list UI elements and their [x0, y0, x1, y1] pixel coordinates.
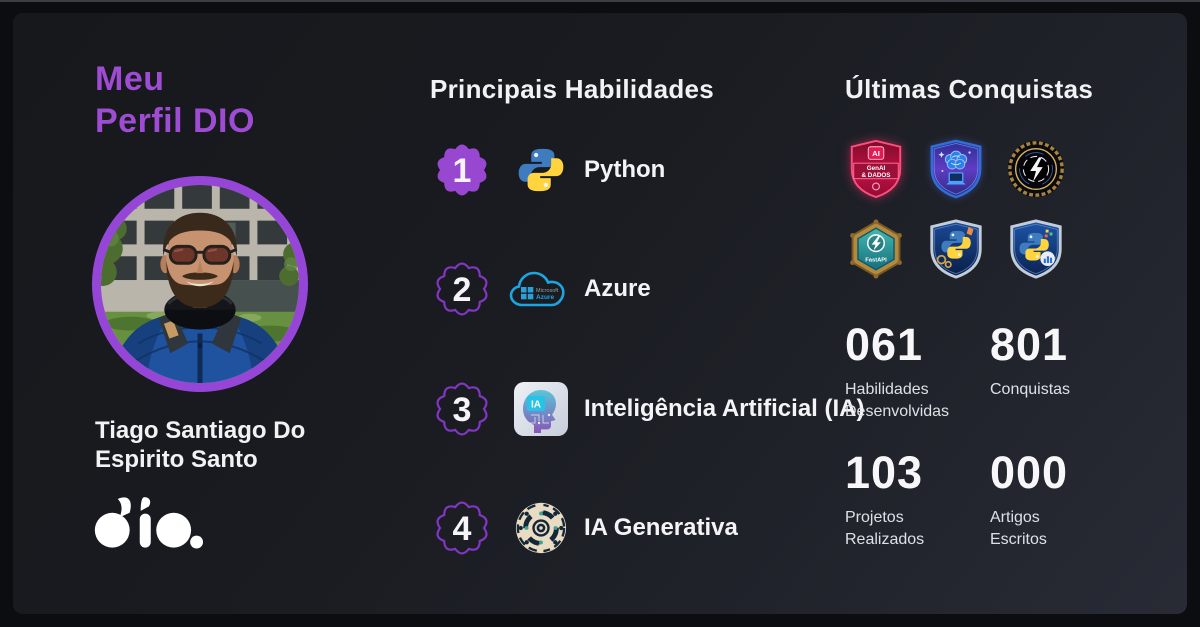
- stat-conquistas: 801 Conquistas: [990, 320, 1135, 401]
- top-edge-highlight: [0, 0, 1200, 2]
- stat-value: 103: [845, 447, 924, 498]
- stat-value: 000: [990, 447, 1069, 498]
- stat-projetos: 103 Projetos Realizados: [845, 448, 990, 551]
- conquests-heading: Últimas Conquistas: [845, 74, 1094, 104]
- skill-row-inteligencia-artificial: 3 IA Inteligência Artificial (IA): [430, 375, 865, 443]
- svg-text:FastAPI: FastAPI: [865, 258, 887, 264]
- stat-habilidades: 061 Habilidades Desenvolvidas: [845, 320, 990, 423]
- skill-row-python: 1 Python: [430, 136, 665, 204]
- skill-label: IA Generativa: [584, 514, 738, 541]
- azure-icon: Microsoft Azure: [506, 266, 576, 312]
- stat-value: 061: [845, 319, 924, 370]
- svg-text:3: 3: [453, 391, 472, 429]
- skill-label: Python: [584, 156, 666, 183]
- skill-row-azure: 2 Microsoft Azure Azure: [430, 255, 651, 323]
- python-gears-badge-icon: [930, 219, 982, 279]
- rank-4-seal-icon: 4: [436, 501, 488, 555]
- brain-laptop-badge-icon: [930, 139, 982, 199]
- stat-label: Conquistas: [990, 381, 1071, 398]
- python-icon: [506, 144, 576, 196]
- generative-ai-mandala-icon: [506, 501, 576, 555]
- stat-artigos: 000 Artigos Escritos: [990, 448, 1135, 551]
- svg-text:1: 1: [453, 152, 472, 190]
- rank-3-seal-icon: 3: [436, 382, 488, 436]
- profile-name: Tiago Santiago Do Espirito Santo: [95, 417, 306, 473]
- svg-text:& DADOS: & DADOS: [862, 172, 891, 179]
- ai-head-icon: IA: [506, 381, 576, 437]
- rank-1-seal-icon: 1: [437, 144, 487, 196]
- page-title: Meu Perfil DIO: [95, 60, 255, 140]
- skill-row-ia-generativa: 4 IA Generativa: [430, 494, 738, 562]
- stat-label: Artigos Escritos: [990, 509, 1047, 548]
- svg-text:IA: IA: [531, 400, 541, 411]
- svg-text:2: 2: [453, 271, 472, 309]
- python-charts-badge-icon: [1010, 219, 1062, 279]
- svg-text:Microsoft: Microsoft: [536, 288, 559, 294]
- skills-heading: Principais Habilidades: [430, 74, 715, 104]
- svg-text:AI: AI: [872, 149, 880, 158]
- svg-text:Azure: Azure: [536, 294, 554, 301]
- avatar-photo-illustration: [101, 185, 299, 383]
- genai-dados-badge-icon: AI GenAI & DADOS: [850, 139, 902, 199]
- svg-text:GenAI: GenAI: [867, 165, 886, 172]
- rank-2-seal-icon: 2: [436, 262, 488, 316]
- svg-text:4: 4: [453, 510, 472, 548]
- conquest-badges-grid: AI GenAI & DADOS: [845, 138, 1087, 298]
- avatar: [92, 176, 308, 392]
- stat-value: 801: [990, 319, 1069, 370]
- stat-label: Habilidades Desenvolvidas: [845, 381, 950, 420]
- skill-label: Azure: [584, 275, 651, 302]
- fastapi-badge-icon: FastAPI: [850, 219, 902, 279]
- sunglasses: [162, 244, 238, 265]
- skill-label: Inteligência Artificial (IA): [584, 395, 865, 422]
- stat-label: Projetos Realizados: [845, 509, 925, 548]
- dio-logo-icon: [93, 492, 203, 550]
- lightning-medal-badge-icon: [1007, 140, 1065, 198]
